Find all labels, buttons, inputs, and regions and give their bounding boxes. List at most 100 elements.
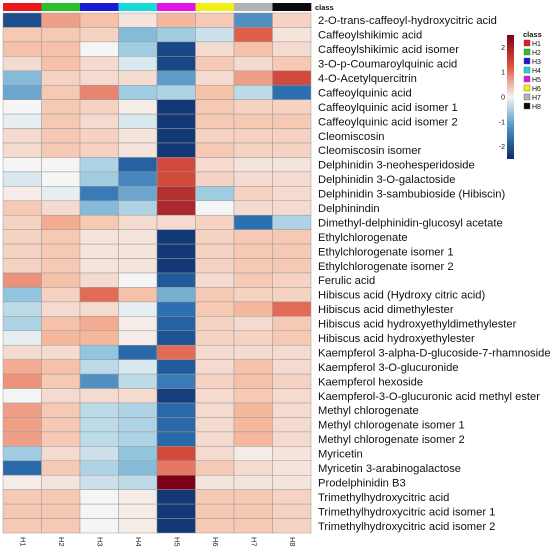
heatmap-cell <box>195 200 235 216</box>
heatmap-cell <box>156 344 196 360</box>
heatmap-cell <box>2 27 42 43</box>
heatmap-cell <box>156 142 196 158</box>
heatmap-cell <box>118 489 158 505</box>
row-label: Methyl chlorogenate isomer 2 <box>318 434 465 446</box>
heatmap-cell <box>41 489 81 505</box>
heatmap-cell <box>233 489 273 505</box>
class-bar-label: class <box>315 3 334 12</box>
heatmap-cell <box>272 171 312 187</box>
row-label: Kaempferol-3-O-glucuronic acid methyl es… <box>318 391 540 403</box>
heatmap-cell <box>272 489 312 505</box>
legend-swatch <box>523 39 531 47</box>
legend-swatch <box>523 57 531 65</box>
row-label: Delphinidin 3-O-galactoside <box>318 174 455 186</box>
color-scale-tick: -1 <box>499 119 505 126</box>
heatmap-cell <box>272 431 312 447</box>
heatmap-cell <box>195 431 235 447</box>
heatmap-cell <box>79 99 119 115</box>
color-scale: 2 1 0 -1 -2 <box>499 35 514 159</box>
heatmap-cell <box>156 316 196 332</box>
heatmap-cell <box>118 316 158 332</box>
legend-swatch <box>523 66 531 74</box>
heatmap-cell <box>41 518 81 534</box>
heatmap-cell <box>195 41 235 57</box>
heatmap-cell <box>118 301 158 317</box>
row-label: Trimethylhydroxycitric acid isomer 2 <box>318 521 495 533</box>
color-scale-tick: 1 <box>501 70 505 77</box>
heatmap-cell <box>156 287 196 303</box>
heatmap-cell <box>195 157 235 173</box>
heatmap-cell <box>156 229 196 245</box>
heatmap-cell <box>195 258 235 274</box>
heatmap-cell <box>79 460 119 476</box>
heatmap-cell <box>79 157 119 173</box>
legend-title: class <box>523 30 542 39</box>
heatmap-cell <box>272 373 312 389</box>
heatmap-cell <box>272 56 312 72</box>
heatmap-cell <box>79 272 119 288</box>
row-label: Caffeoylquinic acid isomer 1 <box>318 102 458 114</box>
heatmap-cell <box>41 214 81 230</box>
color-scale-bar <box>507 35 514 159</box>
heatmap-cell <box>2 186 42 202</box>
heatmap-cell <box>195 229 235 245</box>
heatmap-cell <box>195 142 235 158</box>
row-label: Methyl chlorogenate isomer 1 <box>318 420 465 432</box>
heatmap-cell <box>2 474 42 490</box>
heatmap-cell <box>195 446 235 462</box>
heatmap-cell <box>41 460 81 476</box>
heatmap-cell <box>79 402 119 418</box>
heatmap-cell <box>118 474 158 490</box>
heatmap-cell <box>118 272 158 288</box>
heatmap-cell <box>233 388 273 404</box>
heatmap-cell <box>233 186 273 202</box>
heatmap-cell <box>156 359 196 375</box>
heatmap-cell <box>118 214 158 230</box>
heatmap-cell <box>2 446 42 462</box>
heatmap-cell <box>118 330 158 346</box>
heatmap-cell <box>195 373 235 389</box>
heatmap-cell <box>272 113 312 129</box>
heatmap-cell <box>41 70 81 86</box>
heatmap-cell <box>195 287 235 303</box>
heatmap-cell <box>195 243 235 259</box>
class-bar-segment <box>118 3 158 11</box>
heatmap-cell <box>41 56 81 72</box>
heatmap-cell <box>195 56 235 72</box>
heatmap-cell <box>118 373 158 389</box>
row-label: Ethylchlorogenate isomer 1 <box>318 246 454 258</box>
heatmap-cell <box>118 171 158 187</box>
heatmap-cell <box>233 474 273 490</box>
heatmap-cell <box>118 388 158 404</box>
heatmap-cell <box>195 388 235 404</box>
heatmap-cell <box>233 214 273 230</box>
heatmap-cell <box>195 344 235 360</box>
row-labels: 2-O-trans-caffeoyl-hydroxycitric acid Caf… <box>318 15 550 533</box>
heatmap-cell <box>156 41 196 57</box>
heatmap-cell <box>156 157 196 173</box>
heatmap-cell <box>272 417 312 433</box>
heatmap-cell <box>233 157 273 173</box>
heatmap-cell <box>156 373 196 389</box>
heatmap-cell <box>272 84 312 100</box>
row-label: Cleomiscosin <box>318 131 385 143</box>
legend-entry: H7 <box>532 95 541 102</box>
heatmap-cell <box>41 373 81 389</box>
class-legend: class H1 H2 H3 H4 H5 H6 H7 H8 <box>523 30 542 111</box>
heatmap-cell <box>272 200 312 216</box>
heatmap-cell <box>272 99 312 115</box>
row-label: Prodelphinidin B3 <box>318 477 406 489</box>
heatmap-cell <box>195 460 235 476</box>
heatmap-cell <box>41 359 81 375</box>
class-bar <box>3 3 312 11</box>
heatmap-cell <box>41 84 81 100</box>
heatmap-cell <box>195 272 235 288</box>
heatmap-cell <box>118 27 158 43</box>
heatmap-cell <box>156 171 196 187</box>
heatmap-cell <box>156 431 196 447</box>
heatmap-cell <box>79 258 119 274</box>
heatmap-cell <box>195 171 235 187</box>
heatmap-cell <box>79 359 119 375</box>
heatmap-cell <box>79 474 119 490</box>
heatmap-cell <box>195 214 235 230</box>
